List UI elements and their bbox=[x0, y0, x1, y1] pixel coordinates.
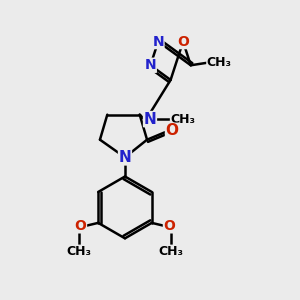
Text: O: O bbox=[166, 123, 178, 138]
Text: N: N bbox=[145, 58, 156, 72]
Text: N: N bbox=[152, 34, 164, 49]
Text: O: O bbox=[177, 34, 189, 49]
Text: CH₃: CH₃ bbox=[67, 245, 92, 258]
Text: CH₃: CH₃ bbox=[170, 112, 196, 126]
Text: O: O bbox=[164, 219, 175, 233]
Text: N: N bbox=[118, 150, 131, 165]
Text: N: N bbox=[144, 112, 156, 127]
Text: CH₃: CH₃ bbox=[207, 56, 232, 69]
Text: CH₃: CH₃ bbox=[158, 245, 183, 258]
Text: O: O bbox=[75, 219, 86, 233]
